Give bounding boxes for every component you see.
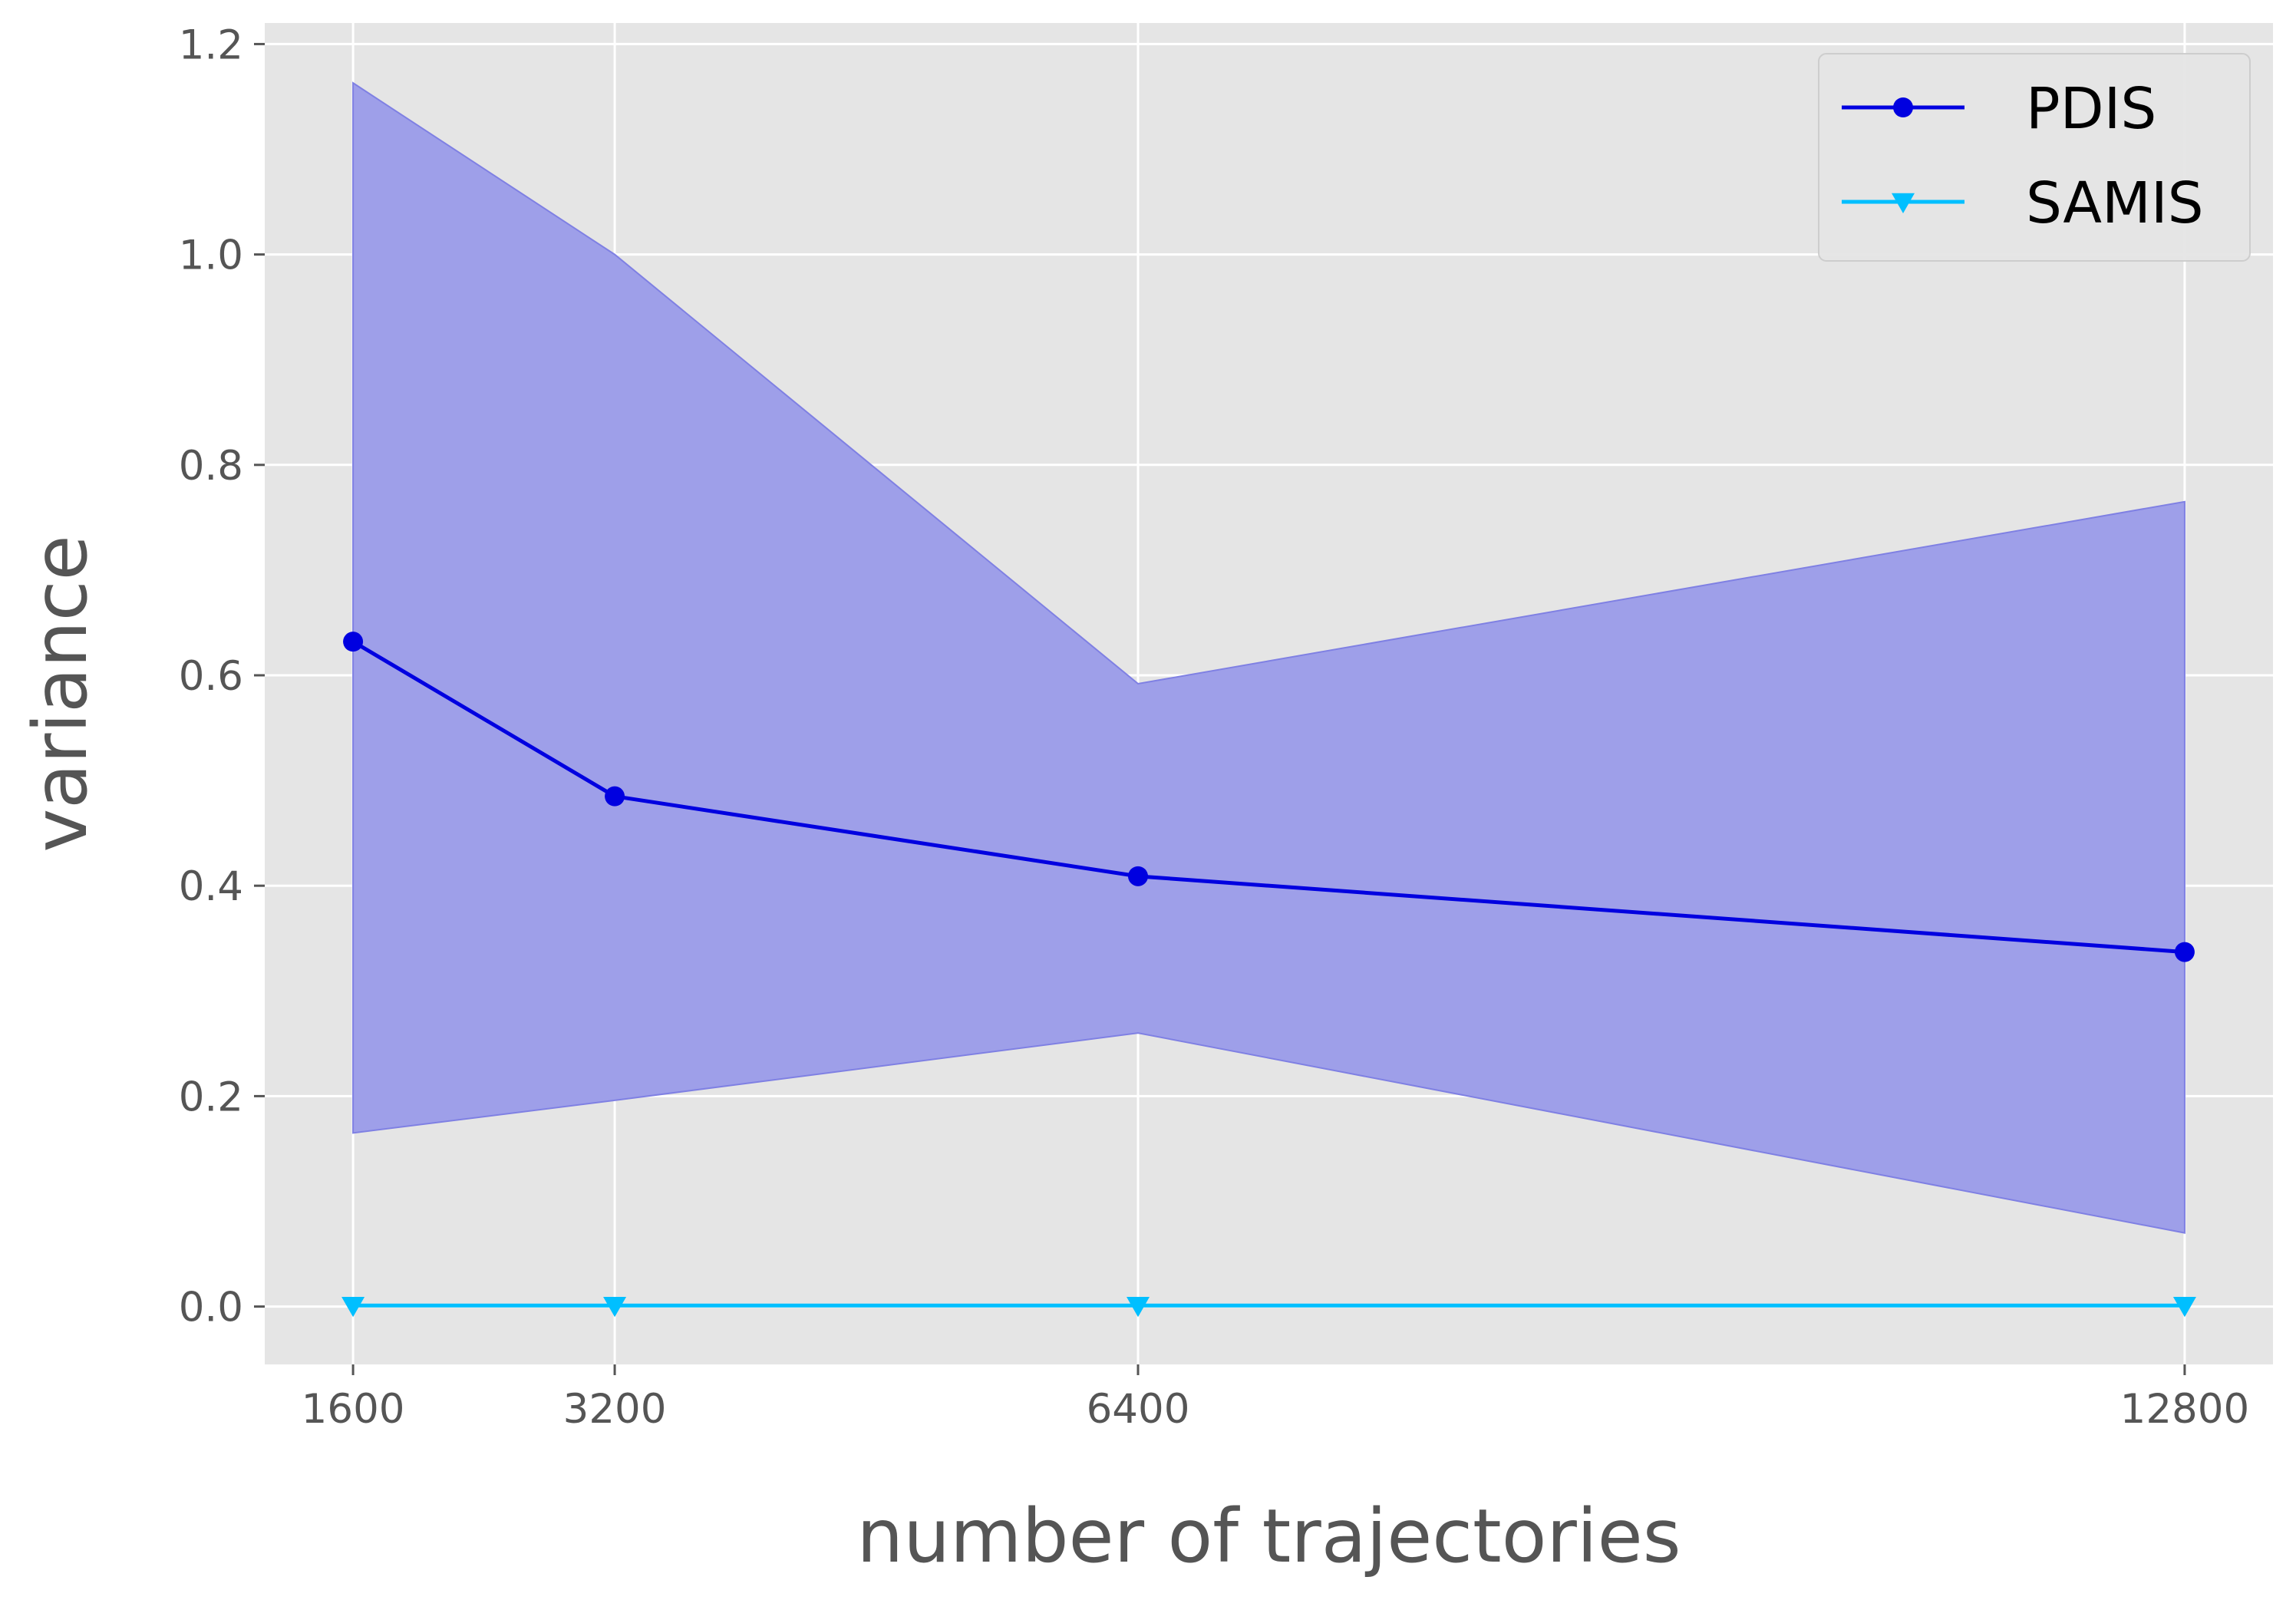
x-tick-label-3: 12800 — [2120, 1386, 2250, 1433]
legend-entry-pdis: PDIS — [1842, 76, 2156, 142]
y-tick-label-5: 1.0 — [179, 233, 243, 279]
legend-label-samis: SAMIS — [2026, 170, 2204, 236]
legend-entry-samis: SAMIS — [1842, 170, 2204, 236]
x-tick-label-2: 6400 — [1087, 1386, 1190, 1433]
data-point-samis-2 — [1127, 1296, 1150, 1318]
legend[interactable]: PDIS SAMIS — [1818, 53, 2251, 262]
data-point-pdis-3 — [2174, 942, 2195, 962]
y-tick-label-1: 0.2 — [179, 1074, 243, 1120]
y-tick-label-2: 0.4 — [179, 863, 243, 910]
legend-label-pdis: PDIS — [2026, 76, 2156, 142]
x-axis-label: number of trajectories — [856, 1493, 1681, 1579]
y-tick-label-4: 0.8 — [179, 443, 243, 490]
y-tick-label-3: 0.6 — [179, 653, 243, 700]
y-tick-label-0: 0.0 — [179, 1285, 243, 1331]
y-axis-label: variance — [18, 535, 104, 852]
x-tick-label-0: 1600 — [302, 1386, 405, 1433]
data-point-samis-0 — [341, 1296, 365, 1318]
data-series — [341, 632, 2196, 1318]
data-point-samis-3 — [2172, 1296, 2196, 1318]
legend-marker-samis — [1892, 193, 1915, 213]
x-tick-label-1: 3200 — [563, 1386, 667, 1433]
confidence-bands — [352, 81, 2185, 1234]
legend-marker-pdis — [1893, 97, 1913, 117]
data-point-pdis-2 — [1128, 866, 1149, 886]
series-pdis — [343, 632, 2195, 962]
data-point-pdis-1 — [605, 786, 625, 807]
data-point-pdis-0 — [343, 632, 364, 652]
series-line-pdis — [351, 639, 2187, 955]
y-tick-label-6: 1.2 — [179, 21, 243, 68]
data-point-samis-1 — [603, 1296, 627, 1318]
series-samis — [341, 1296, 2196, 1318]
axes: 0.0 0.2 0.4 0.6 0.8 1.0 1.2 1600 3200 6400 12800 — [179, 21, 2250, 1433]
band-pdis — [352, 81, 2185, 1234]
